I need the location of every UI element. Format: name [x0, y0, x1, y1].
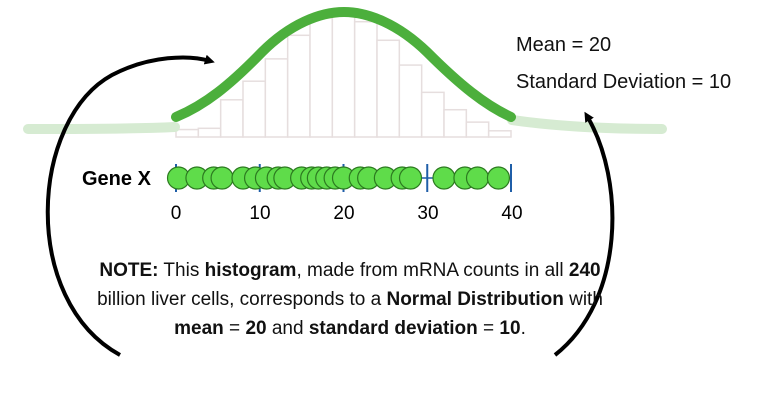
histogram-bar [376, 39, 401, 138]
note-b2: 240 [568, 260, 601, 281]
gene-label: Gene X [82, 168, 152, 190]
tick-label-30: 30 [417, 203, 438, 224]
data-point [465, 166, 490, 190]
histogram-bar [353, 20, 378, 138]
histogram-bar [309, 17, 334, 138]
mean-label: Mean = 20 [516, 34, 612, 56]
note-t2: , made from mRNA counts in all [296, 260, 569, 281]
note-b3: Normal Distribution [386, 289, 564, 310]
histogram-bar [175, 128, 200, 138]
data-point [210, 166, 234, 190]
note-t1: This [158, 260, 205, 281]
histogram [175, 13, 512, 138]
histogram-bar [219, 99, 244, 138]
note-t5: = [223, 318, 246, 339]
note-t8: . [520, 318, 526, 339]
histogram-bar [197, 127, 222, 138]
tick-label-0: 0 [171, 203, 182, 224]
note-b6: standard deviation [308, 318, 478, 339]
note-t3: billion liver cells, corresponds to a [97, 289, 387, 310]
histogram-bar [487, 130, 512, 138]
standard-deviation-label: Standard Deviation = 10 [516, 71, 732, 93]
histogram-bar [443, 108, 468, 138]
note-text: NOTE: This histogram, made from mRNA cou… [90, 256, 610, 343]
data-point [486, 166, 511, 190]
curve-left-tail [23, 122, 180, 134]
note-t4: with [563, 289, 603, 310]
data-point [398, 166, 423, 190]
curve-right-tail [507, 115, 667, 134]
tick-label-40: 40 [501, 203, 522, 224]
note-b1: histogram [204, 260, 297, 281]
histogram-bar [286, 34, 311, 138]
histogram-bar [465, 121, 490, 138]
note-t7: = [477, 318, 500, 339]
data-point [432, 166, 456, 190]
note-b4: mean [174, 318, 224, 339]
left-curved-arrow [45, 54, 215, 357]
note-t6: and [266, 318, 309, 339]
note-b7: 10 [499, 318, 521, 339]
right-curved-arrow [553, 111, 615, 357]
histogram-bar [420, 91, 445, 138]
histogram-bar [264, 58, 289, 138]
note-lead: NOTE: [99, 260, 159, 281]
normal-curve [171, 6, 516, 122]
histogram-bar [398, 64, 423, 138]
tick-label-10: 10 [249, 203, 270, 224]
data-points [166, 166, 511, 190]
histogram-bar [242, 80, 267, 138]
histogram-bar [331, 13, 356, 138]
note-b5: 20 [245, 318, 267, 339]
tick-label-20: 20 [333, 203, 354, 224]
